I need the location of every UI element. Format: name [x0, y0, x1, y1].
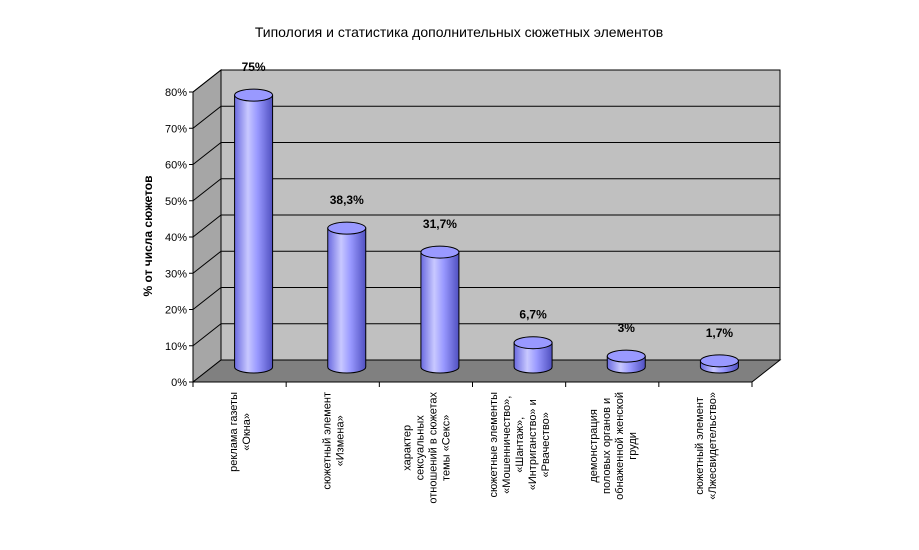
gridline: [192, 323, 780, 347]
category-label-line: обнаженной женской: [614, 392, 626, 500]
category-label-line: «Шантаж»,: [514, 417, 526, 473]
cylinder-top: [327, 221, 367, 235]
y-tick-label: 30%: [165, 268, 187, 280]
gridline: [192, 142, 780, 165]
data-label: 3%: [618, 321, 636, 335]
y-tick-label: 50%: [165, 196, 187, 208]
data-label: 38,3%: [330, 193, 364, 207]
category-label-line: реклама газеты: [228, 392, 240, 472]
y-tick-label: 10%: [165, 341, 187, 353]
y-tick-label: 70%: [165, 123, 187, 135]
category-label-line: сюжетный элемент: [694, 397, 706, 495]
category-label: демонстрация половых органов и обнаженной …: [588, 392, 639, 500]
category-label-line: «Окна»: [241, 413, 253, 451]
y-tick-label: 20%: [165, 305, 187, 317]
cylinder-bar: [606, 349, 646, 374]
cylinder-bar: [420, 245, 460, 374]
cylinder-body: [327, 227, 367, 374]
category-label: сюжетный элемент «Измена»: [321, 392, 346, 490]
data-label: 31,7%: [423, 217, 457, 231]
cylinder-bar: [699, 354, 739, 374]
category-label-line: половых органов и: [601, 398, 613, 494]
cylinder-bar: [234, 88, 274, 374]
data-label: 1,7%: [706, 326, 734, 340]
y-tick-label: 40%: [165, 232, 187, 244]
y-axis-label: % от числа сюжетов: [141, 176, 155, 297]
gridline: [192, 178, 780, 202]
category-label-line: груди: [627, 432, 639, 460]
gridline: [192, 287, 780, 310]
category-label-line: характер: [401, 425, 413, 471]
data-label: 6,7%: [519, 308, 547, 322]
gridline: [192, 250, 780, 274]
y-tick-label: 0%: [171, 377, 187, 389]
gridline: [192, 69, 780, 93]
category-label-line: сексуальных: [414, 415, 426, 481]
category-label-line: «Рвачество»: [540, 412, 552, 477]
category-label-line: сюжетный элемент: [321, 392, 333, 490]
category-label: сюжетные элементы «Мошенничество», «Шантаж…: [488, 392, 552, 498]
chart-title: Типология и статистика дополнительных сю…: [255, 24, 663, 40]
category-label: реклама газеты «Окна»: [228, 392, 253, 472]
cylinder-bar: [327, 221, 367, 374]
cylinder-top: [606, 349, 646, 363]
cylinder-top: [699, 354, 739, 368]
cylinder-top: [234, 88, 274, 102]
category-label-line: «Лжесвидетельство»: [707, 392, 719, 500]
category-label: характер сексуальных отношений в сюжетах те…: [401, 392, 452, 504]
category-label-line: «Мошенничество»,: [501, 396, 513, 494]
category-label-line: отношений в сюжетах: [427, 392, 439, 504]
y-tick-label: 60%: [165, 160, 187, 172]
gridline: [192, 105, 780, 129]
gridline: [192, 214, 780, 238]
category-label: сюжетный элемент «Лжесвидетельство»: [694, 392, 719, 500]
cylinder-body: [513, 342, 553, 374]
cylinder-bar: [513, 336, 553, 374]
floor: [191, 359, 782, 383]
cylinder-top: [513, 336, 553, 350]
cylinder-top: [420, 245, 460, 259]
category-label-line: «Измена»: [334, 415, 346, 466]
category-label-line: «Интриганство» и: [527, 399, 539, 490]
y-tick-label: 80%: [165, 87, 187, 99]
data-label: 75%: [242, 60, 266, 74]
category-label-line: сюжетные элементы: [488, 392, 500, 498]
category-label-line: темы «Секс»: [440, 415, 452, 481]
cylinder-body: [234, 94, 274, 374]
cylinder-body: [420, 251, 460, 374]
category-label-line: демонстрация: [588, 409, 600, 483]
